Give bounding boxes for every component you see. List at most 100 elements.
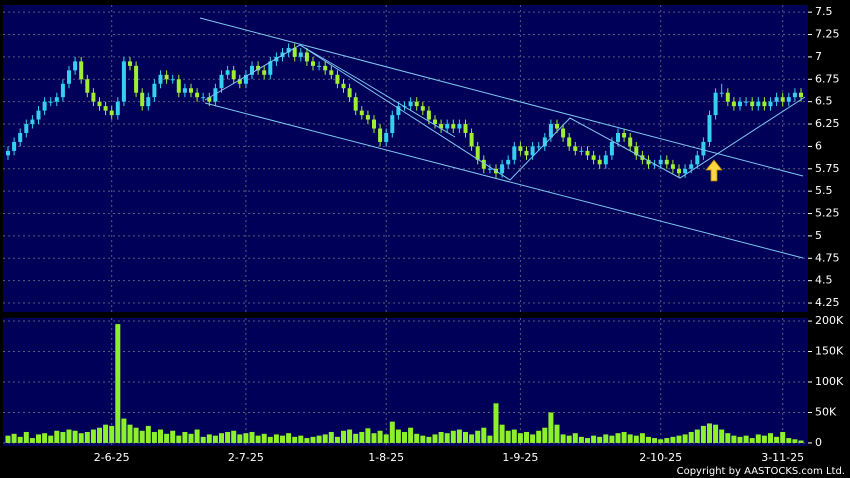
volume-bar (78, 433, 84, 443)
candle-body (12, 141, 17, 151)
volume-bar (658, 439, 664, 443)
volume-bar (371, 433, 377, 443)
candle-body (121, 61, 126, 102)
volume-bar (17, 436, 23, 443)
candle-body (237, 79, 242, 84)
volume-bar (273, 434, 279, 443)
candle-body (225, 70, 230, 75)
volume-bar (719, 429, 725, 443)
candle-body (115, 101, 120, 116)
volume-bar (755, 434, 761, 443)
candle-body (85, 79, 90, 93)
candle-body (634, 146, 639, 156)
volume-bar (554, 424, 560, 443)
volume-bar (444, 433, 450, 443)
candle-body (664, 159, 669, 165)
volume-bar (731, 435, 737, 443)
candle-body (164, 74, 169, 80)
candle-body (457, 124, 462, 129)
volume-bar (29, 438, 35, 443)
volume-bar (578, 436, 584, 443)
volume-bar (231, 430, 237, 443)
candle-body (762, 101, 767, 107)
volume-bar (72, 430, 78, 443)
y-tick-label: 0 (815, 436, 822, 449)
candle-body (36, 110, 41, 120)
volume-bar (225, 431, 231, 443)
volume-bar (359, 431, 365, 443)
candle-body (109, 110, 114, 116)
candle-body (298, 52, 303, 57)
volume-bar (261, 433, 267, 443)
volume-bar (768, 433, 773, 443)
volume-bar (200, 436, 206, 443)
arrow (705, 159, 723, 182)
volume-bar (212, 435, 218, 443)
candle-body (609, 141, 614, 156)
candle-body (756, 101, 761, 107)
volume-bar (322, 434, 328, 443)
candle-body (390, 115, 395, 133)
candle-body (341, 83, 346, 89)
volume-bar (542, 427, 548, 443)
candle-body (585, 150, 590, 156)
volume-bar (243, 433, 249, 443)
candle-body (561, 128, 566, 138)
volume-bar (164, 433, 170, 443)
volume-bar (170, 430, 176, 443)
volume-bar (60, 431, 66, 443)
candle-body (536, 146, 541, 148)
candle-body (378, 128, 383, 142)
y-tick-label: 4.5 (815, 274, 833, 287)
candle-body (683, 168, 688, 174)
y-tick-label: 4.75 (815, 251, 840, 264)
candle-body (603, 155, 608, 165)
y-tick-label: 7.5 (815, 5, 833, 18)
candle-body (128, 61, 132, 66)
candle-body (652, 164, 657, 166)
volume-bar (603, 434, 609, 443)
candle-body (774, 97, 779, 102)
candle-body (616, 132, 620, 142)
candle-body (170, 79, 175, 81)
volume-bar (694, 429, 700, 443)
candle-body (646, 159, 651, 165)
volume-bar (219, 433, 224, 443)
candle-body (24, 124, 29, 133)
candle-body (469, 132, 474, 147)
volume-bar (139, 430, 145, 443)
candle-body (408, 101, 413, 107)
volume-bar (298, 435, 304, 443)
volume-bar (328, 431, 334, 443)
volume-bar (670, 436, 676, 443)
candle-body (359, 110, 364, 116)
candle-body (768, 101, 773, 107)
candle-body (780, 97, 785, 102)
candle-body (628, 137, 633, 147)
candle-body (518, 146, 523, 151)
volume-bar (267, 436, 273, 443)
volume-bar (5, 435, 11, 443)
volume-bar (206, 434, 212, 443)
candle-body (451, 124, 456, 129)
y-tick-label: 7 (815, 50, 822, 63)
candle-body (73, 61, 78, 71)
x-tick-label: 2-6-25 (94, 451, 130, 464)
candle-body (677, 168, 681, 174)
volume-bar (182, 431, 188, 443)
volume-bar (66, 429, 72, 443)
volume-bar (463, 431, 468, 443)
candle-body (201, 97, 206, 99)
volume-bar (749, 438, 755, 443)
candle-body (335, 74, 340, 84)
candle-body (481, 159, 486, 169)
candle-body (725, 92, 730, 102)
price-panel (3, 5, 808, 312)
volume-bar (255, 435, 261, 443)
candle-body (353, 97, 358, 111)
y-tick-label: 5 (815, 229, 822, 242)
volume-bar (194, 429, 200, 443)
candle-body (176, 79, 181, 93)
marks (5, 43, 804, 443)
volume-bar (481, 427, 487, 443)
